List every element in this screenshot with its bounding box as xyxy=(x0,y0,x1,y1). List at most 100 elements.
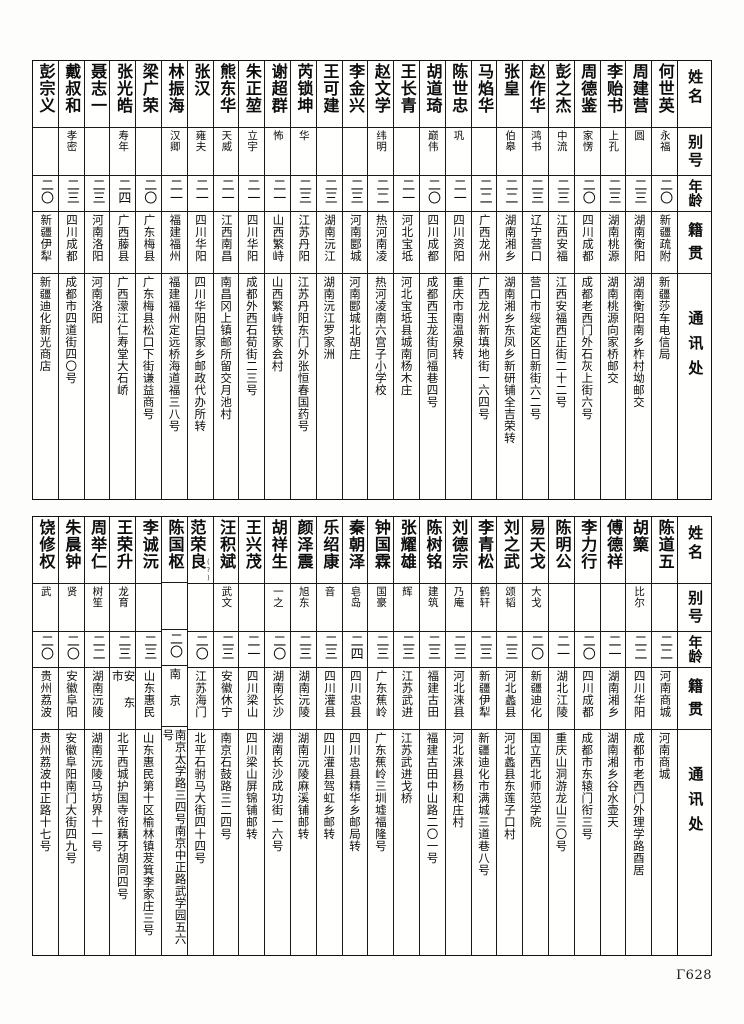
person-column[interactable]: 李诚沅 二三 山东惠民 山东惠民第十区榆林镇茇箕李家庄三号 xyxy=(135,517,161,955)
person-column[interactable]: 陈世忠巩二一 四川资阳 重庆市南温泉转 xyxy=(444,61,471,499)
person-native-place: 山西繁峙 xyxy=(271,214,286,262)
person-column[interactable]: 王长青 二一 河北宝坻 河北宝坻县城南杨木庄 xyxy=(393,61,419,499)
person-column[interactable]: 胡篥 比尔 二二 四川华阳 成都市老西门外理学路酉居 xyxy=(625,517,652,955)
person-name: 何世英 xyxy=(655,63,675,114)
person-address-cell: 河南商城 xyxy=(652,729,677,955)
person-name-cell: 赵作华 xyxy=(523,61,548,127)
person-alias: 国豪 xyxy=(375,586,388,608)
person-age: 二〇 xyxy=(579,634,595,660)
person-address-cell: 北平石驸马大街四十四号 xyxy=(187,729,213,955)
person-column[interactable]: 王可建 二三 湖南沅江 湖南沅江罗家洲 xyxy=(315,61,342,499)
person-column[interactable]: 周德鉴 家愣 二〇 四川成都 成都老西门外石灰上街六号 xyxy=(573,61,600,499)
person-age: 二三 xyxy=(502,634,518,660)
person-native-place: 四川灌县 xyxy=(323,670,338,718)
person-column[interactable]: 乐绍康音二三 四川灌县 四川灌县驾虹乡邮转 xyxy=(315,517,342,955)
person-age-cell: 二〇 xyxy=(187,631,213,667)
person-column[interactable]: 陈明公 二一 湖北江陵 重庆山洞游龙山三〇号 xyxy=(547,517,574,955)
person-name: 朱晨钟 xyxy=(62,519,82,570)
person-column[interactable]: 汪积斌 武文 二三 安徽休宁 南京石鼓路三二四号 xyxy=(212,517,239,955)
person-column[interactable]: 张皇 伯皋 二二 湖南湘乡 湖南湘乡东凤乡新研铺全吉荣转 xyxy=(496,61,523,499)
person-column[interactable]: 张光皓 寿年 二四 广西藤县 广西濛江仁寿堂大石峤 xyxy=(109,61,136,499)
person-column[interactable]: 王荣升 龙育 二三安 东 市北平西城护国寺衔藕牙胡同四号 xyxy=(109,517,136,955)
person-column[interactable]: 周建营圆二三 湖南衡阳 湖南衡阳南乡柞村坳邮交 xyxy=(625,61,652,499)
row-label-name: 姓名 xyxy=(686,525,705,563)
person-column[interactable]: 林振海 汉卿 二一 福建福州 福建福州定远桥海道福三八号 xyxy=(160,61,187,499)
person-column[interactable]: 李力行 二〇 四川成都 成都市东辕门衔三号 xyxy=(573,517,600,955)
person-column[interactable]: 李青松 鹤轩 二三 新疆伊犁 新疆迪化市满城三道巷八号 xyxy=(470,517,497,955)
person-column[interactable]: 何世英 永福 二〇 新疆疏附 新疆莎车电信局 xyxy=(651,61,677,499)
person-column[interactable]: 陈国枢 二〇南 京南京太学路三四号南京中正路武学园五六号 xyxy=(160,517,187,955)
person-address-cell: 南京石鼓路三二四号 xyxy=(213,729,239,955)
person-address: 成都市东辕门衔三号 xyxy=(580,732,595,840)
person-name: 李青松 xyxy=(475,519,495,570)
person-age: 二二 xyxy=(476,178,492,204)
person-column[interactable]: 秦朝泽 皂岛 二四 四川忠县 四川忠县精华乡邮局转 xyxy=(341,517,368,955)
person-column[interactable]: 梁广荣 二〇 广东梅县 广东梅县松口下街谦益商号 xyxy=(135,61,161,499)
person-age: 二三 xyxy=(553,178,569,204)
person-name-cell: 钟国霖 xyxy=(368,517,393,583)
person-native-place-cell: 河南洛阳 xyxy=(84,211,110,273)
person-age-cell: 二二 xyxy=(368,175,394,211)
person-column[interactable]: 李贻书 上孔 二三 湖南桃源 湖南桃源向家桥邮交 xyxy=(599,61,626,499)
person-column[interactable]: 朱晨钟贤二〇 安徽阜阳 安徽阜阳南门大街四九号 xyxy=(57,517,84,955)
person-native-place-cell: 南 京 xyxy=(161,665,187,726)
person-column[interactable]: 胡道琦 巅伟 二〇 四川成都 成都西玉龙街同福巷四号 xyxy=(418,61,445,499)
person-age: 二一 xyxy=(270,178,286,204)
person-column[interactable]: 熊东华 天威 二一 江西南昌 南昌冈上镇邮所留交月池村 xyxy=(212,61,239,499)
person-name: 张耀雄 xyxy=(397,519,417,570)
person-column[interactable]: 聂志一 二三 河南洛阳 河南洛阳 xyxy=(83,61,110,499)
person-column[interactable]: 刘德宗 乃庵 二三 河北涞县 河北涞县杨和庄村 xyxy=(444,517,471,955)
person-column[interactable]: 彭宗义 二〇 新疆伊犁 新疆迪化新光商店 xyxy=(33,61,58,499)
person-native-place: 四川成都 xyxy=(65,214,80,262)
person-age: 二〇 xyxy=(63,634,79,660)
person-column[interactable]: 胡祥生 一之 二〇 湖南长沙 湖南长沙成功街一六号 xyxy=(264,517,290,955)
person-column[interactable]: 张汉 雍夫 二一 四川华阳 四川华阳白家乡邮政代办所转 xyxy=(186,61,213,499)
person-alias: 纬明 xyxy=(375,130,388,152)
person-name: 傅德祥 xyxy=(604,519,624,570)
person-column[interactable]: 谢超群怖二一 山西繁峙 山西繁峙铁家会村 xyxy=(264,61,290,499)
person-column[interactable]: 李金兴 二三 河南郾城 河南郾城北胡庄 xyxy=(341,61,368,499)
person-column[interactable]: 易天戈 大戈 二〇 新疆迪化 国立西北师范学院 xyxy=(522,517,548,955)
person-column[interactable]: 傅德祥 二一 湖南湘乡 湖南湘乡谷水壶天 xyxy=(599,517,626,955)
row-label-age: 年龄 xyxy=(677,175,711,211)
person-column[interactable]: 陈道五 二二 河南商城 河南商城 xyxy=(651,517,677,955)
person-address-cell: 四川华阳白家乡邮政代办所转 xyxy=(187,273,213,499)
person-native-place-cell: 辽宁营口 xyxy=(523,211,548,273)
person-column[interactable]: 戴叔和 孝密 二三 四川成都 成都市四道街四〇号 xyxy=(57,61,84,499)
person-column[interactable]: 刘之武 颂韬 二三 河北蠡县 河北蠡县东莲子口村 xyxy=(496,517,523,955)
person-address-cell: 江苏武进戈桥 xyxy=(394,729,419,955)
person-column[interactable]: 范荣良 (?) 二〇 江苏海门 北平石驸马大街四十四号 xyxy=(186,517,213,955)
person-column[interactable]: 赵作华 鸿书 二三 辽宁营口 营口市绥定区日新街六二号 xyxy=(522,61,548,499)
person-native-place-cell: 热河南凌 xyxy=(368,211,394,273)
person-address: 河北蠡县东莲子口村 xyxy=(502,732,517,840)
person-alias-cell: 一之 xyxy=(265,583,290,631)
row-label-alias: 别号 xyxy=(677,583,711,631)
person-column[interactable]: 周举仁 树笙 二二 湖南沅陵 湖南沅陵马坊界十一号 xyxy=(83,517,110,955)
person-column[interactable]: 饶修权武二〇 贵州荔波 贵州荔波中正路十七号 xyxy=(33,517,58,955)
person-address-cell: 广西龙州新填地街一六四号 xyxy=(471,273,497,499)
person-column[interactable]: 芮锁坤华二三 江苏丹阳 江苏丹阳东门外张恒春国药号 xyxy=(289,61,316,499)
person-address-cell: 南京太学路三四号南京中正路武学园五六号 xyxy=(161,726,187,955)
person-name: 胡篥 xyxy=(629,519,649,553)
person-native-place: 安徽休宁 xyxy=(219,670,234,718)
person-address-cell: 湖南沅陵麻溪铺邮转 xyxy=(290,729,316,955)
person-alias: 旭东 xyxy=(297,586,310,608)
person-alias-cell: 立宇 xyxy=(239,127,265,175)
person-native-place-cell: 新疆伊犁 xyxy=(33,211,58,273)
row-label-address: 通讯处 xyxy=(677,273,711,499)
person-column[interactable]: 张耀雄辉二三 江苏武进 江苏武进戈桥 xyxy=(393,517,419,955)
person-column[interactable]: 陈树铭 建筑 二三 福建古田 福建古田中山路二〇一号 xyxy=(418,517,445,955)
person-column[interactable]: 颜泽震 旭东 二三 湖南沅陵 湖南沅陵麻溪铺邮转 xyxy=(289,517,316,955)
person-name: 张光皓 xyxy=(113,63,133,114)
person-name: 芮锁坤 xyxy=(294,63,314,114)
person-column[interactable]: 彭之杰 中流 二三 江西安福 江西安福西正街二十二号 xyxy=(547,61,574,499)
person-age-cell: 二〇 xyxy=(574,175,600,211)
person-column[interactable]: 赵文学 纬明 二二 热河南凌 热河凌南六宫子小学校 xyxy=(367,61,394,499)
person-column[interactable]: 马焰华 二二 广西龙州 广西龙州新填地街一六四号 xyxy=(470,61,497,499)
person-alias-cell: 孝密 xyxy=(58,127,84,175)
person-age-cell: 二四 xyxy=(110,175,136,211)
person-column[interactable]: 朱正堃 立宇 二一 四川华阳 成都外西石荀街二三号 xyxy=(238,61,265,499)
person-column[interactable]: 王兴茂 二一 四川梁山 四川梁山屏锦铺邮转 xyxy=(238,517,265,955)
person-column[interactable]: 钟国霖 国豪 二三 广东蕉岭 广东蕉岭三圳墟福隆号 xyxy=(367,517,394,955)
person-alias: 贤 xyxy=(65,586,78,597)
